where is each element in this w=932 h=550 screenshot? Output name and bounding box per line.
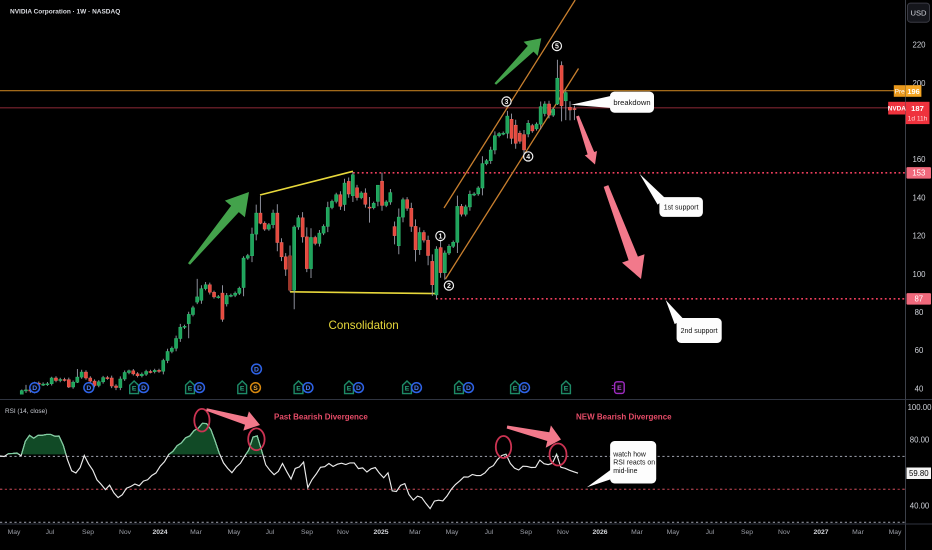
svg-text:Sep: Sep	[301, 529, 313, 536]
svg-text:100: 100	[912, 270, 926, 279]
svg-text:2nd support: 2nd support	[681, 328, 718, 335]
svg-text:Mar: Mar	[852, 529, 864, 536]
svg-text:D: D	[306, 385, 311, 392]
svg-text:2024: 2024	[152, 529, 167, 536]
svg-text:187: 187	[911, 104, 924, 113]
svg-text:3: 3	[505, 99, 509, 106]
svg-text:D: D	[32, 385, 37, 392]
svg-text:153: 153	[912, 169, 925, 178]
svg-text:E: E	[617, 385, 622, 392]
svg-text:Sep: Sep	[82, 529, 94, 536]
svg-text:D: D	[141, 385, 146, 392]
svg-text:160: 160	[912, 155, 926, 164]
svg-text:196: 196	[907, 87, 919, 96]
svg-text:80.00: 80.00	[910, 436, 930, 445]
svg-text:D: D	[522, 385, 527, 392]
svg-text:E: E	[347, 386, 352, 393]
svg-text:87: 87	[914, 295, 923, 304]
svg-text:Jul: Jul	[706, 529, 715, 536]
svg-text:2025: 2025	[373, 529, 388, 536]
svg-text:D: D	[197, 385, 202, 392]
svg-text:NEW Bearish Divergence: NEW Bearish Divergence	[576, 413, 672, 422]
svg-text:4: 4	[526, 154, 530, 161]
svg-text:E: E	[188, 386, 193, 393]
svg-text:S: S	[253, 385, 258, 392]
svg-text:E: E	[240, 386, 245, 393]
svg-text:NVDA: NVDA	[888, 106, 906, 113]
svg-text:Mar: Mar	[409, 529, 421, 536]
svg-text:NVIDIA Corporation · 1W · NASD: NVIDIA Corporation · 1W · NASDAQ	[10, 9, 120, 16]
svg-text:1: 1	[438, 234, 442, 241]
svg-text:1d 11h: 1d 11h	[908, 116, 928, 123]
svg-text:2026: 2026	[592, 529, 607, 536]
svg-text:breakdown: breakdown	[613, 98, 650, 107]
svg-text:Nov: Nov	[119, 529, 132, 536]
svg-text:Pre: Pre	[895, 89, 905, 96]
svg-text:E: E	[132, 386, 137, 393]
svg-text:May: May	[446, 529, 459, 536]
svg-text:D: D	[466, 385, 471, 392]
svg-text:60: 60	[915, 346, 924, 355]
svg-text:Nov: Nov	[557, 529, 570, 536]
svg-text:May: May	[889, 529, 902, 536]
svg-text:watch how: watch how	[612, 451, 646, 458]
svg-text:100.00: 100.00	[908, 403, 932, 412]
svg-text:E: E	[564, 386, 569, 393]
svg-text:200: 200	[912, 79, 926, 88]
svg-text:120: 120	[912, 232, 926, 241]
svg-text:Nov: Nov	[778, 529, 791, 536]
svg-text:Sep: Sep	[520, 529, 532, 536]
svg-text:May: May	[8, 529, 21, 536]
svg-text:5: 5	[555, 44, 559, 51]
svg-text:D: D	[356, 385, 361, 392]
svg-text:2: 2	[447, 283, 451, 290]
svg-text:Sep: Sep	[741, 529, 753, 536]
svg-text:D: D	[254, 366, 259, 373]
svg-text:140: 140	[912, 193, 926, 202]
svg-text:59.80: 59.80	[909, 469, 929, 478]
svg-text:80: 80	[915, 308, 924, 317]
svg-text:E: E	[457, 386, 462, 393]
svg-text:mid-line: mid-line	[613, 468, 637, 475]
svg-text:Jul: Jul	[46, 529, 55, 536]
svg-text:40: 40	[915, 384, 924, 393]
svg-text:E: E	[405, 386, 410, 393]
svg-text:May: May	[667, 529, 680, 536]
svg-text:Jul: Jul	[485, 529, 494, 536]
svg-text:Mar: Mar	[631, 529, 643, 536]
svg-text:Mar: Mar	[190, 529, 202, 536]
svg-text:Past Bearish Divergence: Past Bearish Divergence	[274, 413, 368, 422]
svg-text:RSI reacts on: RSI reacts on	[613, 460, 655, 467]
svg-text:D: D	[414, 385, 419, 392]
svg-text:Consolidation: Consolidation	[329, 319, 399, 332]
svg-text:RSI (14, close): RSI (14, close)	[5, 408, 47, 415]
svg-text:E: E	[296, 386, 301, 393]
svg-text:1st support: 1st support	[664, 204, 699, 211]
svg-text:E: E	[513, 386, 518, 393]
svg-text:Nov: Nov	[337, 529, 350, 536]
svg-text:2027: 2027	[813, 529, 828, 536]
svg-text:Jul: Jul	[266, 529, 275, 536]
svg-text:May: May	[228, 529, 241, 536]
svg-text:220: 220	[912, 41, 926, 50]
svg-text:D: D	[86, 385, 91, 392]
svg-text:USD: USD	[910, 8, 927, 17]
svg-text:40.00: 40.00	[910, 502, 930, 511]
